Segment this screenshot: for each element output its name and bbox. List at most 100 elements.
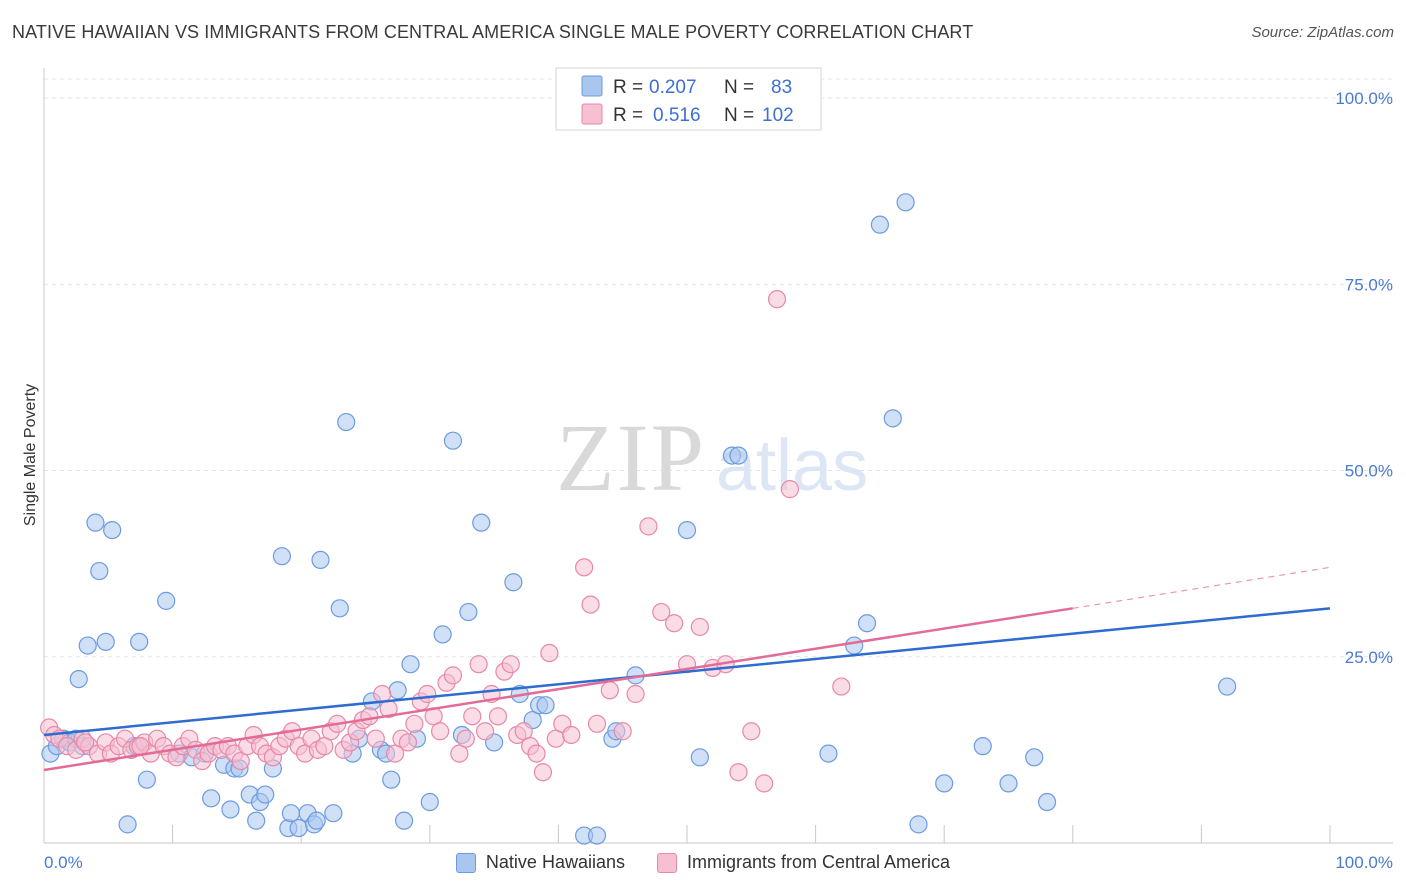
x-tick-label-max: 100.0%: [1335, 853, 1393, 872]
point-s1-83: [587, 714, 607, 733]
point-s0-84: [1218, 677, 1237, 696]
point-s0-68: [677, 520, 697, 540]
point-s0-55: [459, 602, 478, 622]
point-s0-28: [256, 785, 275, 804]
series-name-native-hawaiians: Native Hawaiians: [485, 852, 625, 872]
point-s1-76: [533, 763, 553, 782]
point-s1-95: [742, 722, 761, 741]
point-s0-12: [118, 815, 137, 834]
point-s0-49: [401, 655, 420, 674]
point-s1-64: [456, 729, 475, 748]
point-s0-11: [103, 520, 122, 540]
point-s1-82: [581, 595, 600, 614]
grid-lines: [44, 78, 1393, 658]
point-s1-91: [690, 617, 709, 637]
point-s0-37: [311, 550, 330, 570]
stats-legend: R = 0.207 N = 83 R = 0.516 N = 102: [555, 67, 822, 131]
point-s0-62: [536, 696, 555, 715]
point-s0-75: [870, 215, 890, 234]
point-s0-33: [289, 818, 308, 838]
series-name-central-america: Immigrants from Central America: [686, 852, 951, 872]
y-axis-label: Single Male Poverty: [22, 384, 39, 526]
legend-n-label-1: N =: [724, 77, 754, 98]
point-s0-26: [247, 811, 266, 830]
point-s1-99: [832, 677, 851, 696]
axes: [43, 68, 1393, 844]
point-s0-76: [883, 409, 902, 428]
point-s0-53: [443, 431, 463, 450]
point-s1-87: [639, 517, 658, 536]
point-s0-14: [130, 632, 149, 651]
point-s1-94: [729, 763, 748, 782]
series-legend-item-central-america: Immigrants from Central America: [656, 852, 951, 873]
point-s1-86: [626, 684, 645, 704]
point-s0-79: [935, 774, 954, 793]
y-tick-labels: 25.0% 50.0% 75.0% 100.0%: [1335, 89, 1393, 667]
point-s0-69: [690, 748, 709, 767]
trend-line-s0: [43, 607, 1331, 737]
point-s0-38: [324, 804, 343, 823]
point-s0-22: [221, 800, 240, 819]
data-points: [40, 193, 1237, 845]
point-s1-101: [131, 737, 150, 756]
y-tick-label-3: 100.0%: [1335, 89, 1393, 108]
point-s1-56: [405, 714, 424, 733]
point-s0-7: [78, 636, 97, 655]
point-s0-48: [394, 811, 414, 830]
point-s0-36: [307, 811, 326, 830]
point-s1-60: [430, 722, 450, 741]
point-s0-46: [382, 770, 401, 789]
point-s0-80: [973, 737, 992, 756]
point-s1-55: [398, 733, 418, 752]
chart-title: NATIVE HAWAIIAN VS IMMIGRANTS FROM CENTR…: [12, 22, 974, 42]
point-s1-88: [652, 602, 671, 622]
point-s1-84: [600, 681, 619, 700]
point-s1-75: [527, 744, 546, 763]
point-s1-62: [443, 666, 463, 685]
point-s0-32: [281, 804, 301, 823]
point-s1-65: [463, 707, 482, 726]
y-tick-label-0: 25.0%: [1345, 648, 1393, 667]
x-tick-label-min: 0.0%: [44, 853, 83, 872]
point-s1-89: [665, 614, 684, 633]
trend-line-ext-s1: [1072, 566, 1331, 609]
point-s0-40: [337, 412, 356, 432]
series-legend-item-native-hawaiians: Native Hawaiians: [455, 852, 625, 873]
point-s1-67: [475, 722, 495, 741]
point-s0-16: [157, 591, 176, 610]
point-s0-56: [472, 513, 491, 532]
point-s1-96: [755, 774, 774, 793]
point-s1-58: [418, 684, 437, 704]
legend-n-label-2: N =: [724, 105, 754, 126]
source-credit: Source: ZipAtlas.com: [1251, 24, 1394, 41]
point-s0-71: [729, 446, 748, 465]
point-s0-20: [202, 789, 221, 808]
point-s0-10: [96, 632, 115, 651]
point-s0-15: [137, 770, 156, 789]
legend-r-label-2: R =: [613, 105, 643, 126]
point-s0-8: [86, 513, 105, 532]
y-tick-label-1: 50.0%: [1345, 462, 1393, 481]
watermark-zip: ZIP: [556, 404, 706, 511]
point-s1-49: [360, 707, 379, 726]
point-s1-85: [613, 722, 632, 741]
point-s0-78: [909, 815, 928, 834]
legend-n-value-2: 102: [762, 105, 794, 126]
point-s0-51: [420, 792, 439, 812]
point-s0-30: [272, 547, 292, 566]
point-s1-80: [562, 725, 581, 745]
point-s0-83: [1037, 792, 1057, 812]
point-s1-66: [469, 655, 488, 674]
point-s0-9: [90, 561, 109, 581]
y-tick-label-2: 75.0%: [1345, 275, 1393, 294]
point-s0-81: [999, 774, 1018, 793]
trend-line-s1: [43, 607, 1073, 772]
trend-lines: [43, 566, 1331, 772]
legend-swatch-native-hawaiians: [581, 75, 603, 97]
legend-r-value-2: 0.516: [653, 105, 701, 126]
point-s0-73: [845, 636, 864, 655]
series-swatch-central-america: [656, 852, 677, 873]
point-s0-52: [433, 625, 452, 644]
legend-n-value-1: 83: [771, 77, 792, 98]
